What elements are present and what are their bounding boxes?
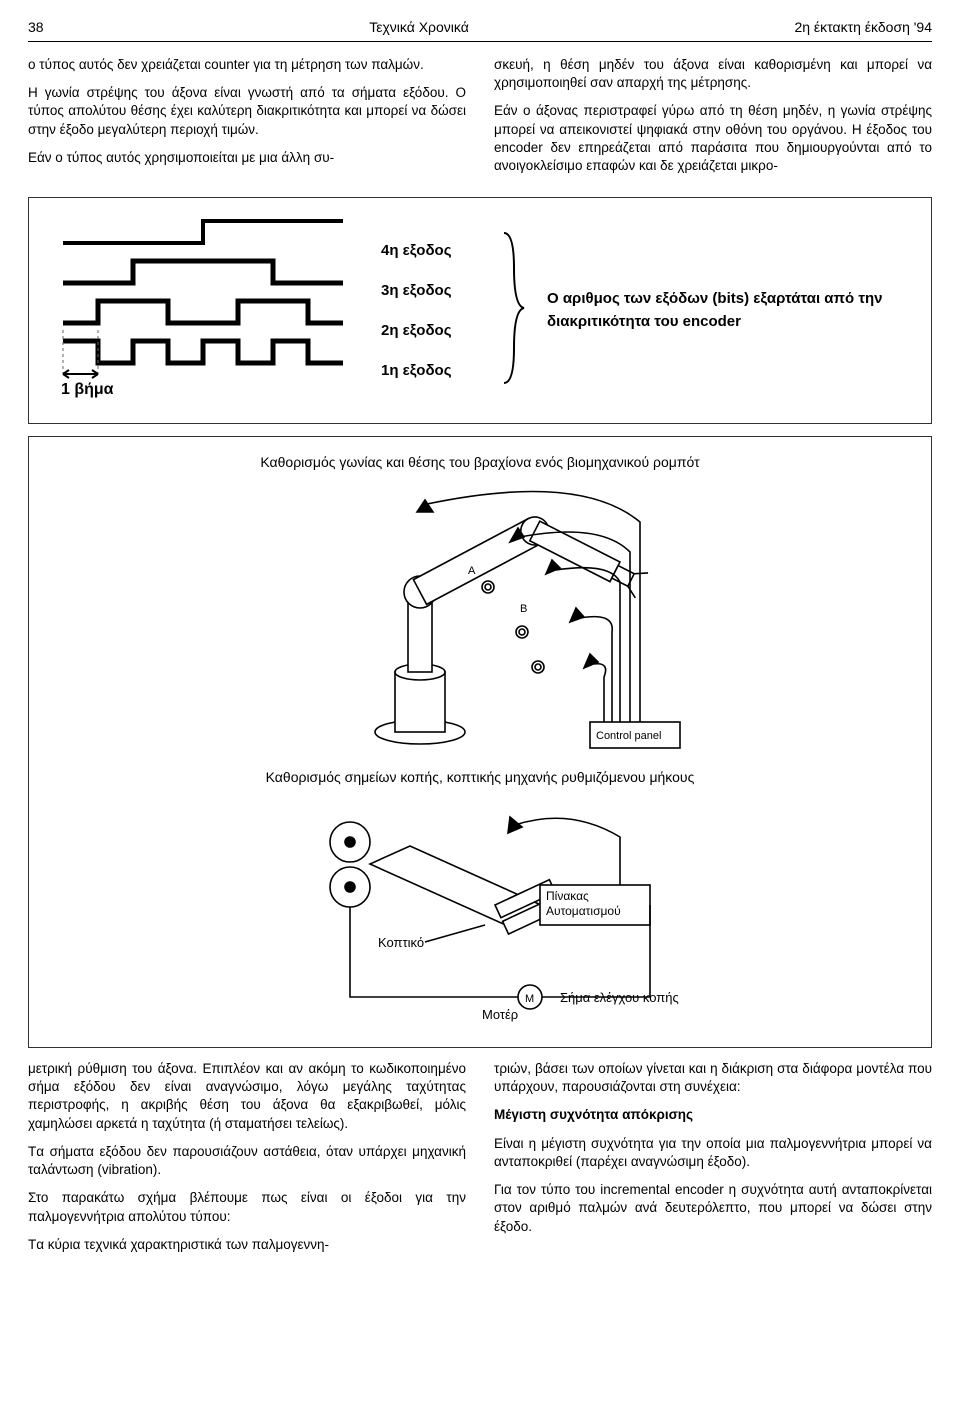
wave-label: 2η εξοδος xyxy=(381,311,481,351)
robot-arm-svg: A B Control panel xyxy=(220,482,740,762)
body-paragraph: Εάν ο άξονας περιστραφεί γύρω από τη θέσ… xyxy=(494,102,932,175)
bottom-right-column: τριών, βάσει των οποίων γίνεται και η δι… xyxy=(494,1060,932,1264)
wave-label: 4η εξοδος xyxy=(381,231,481,271)
journal-title: Τεχνικά Χρονικά xyxy=(369,18,469,37)
figure2-caption-top: Καθορισμός γωνίας και θέσης του βραχίονα… xyxy=(43,453,917,472)
body-paragraph: ο τύπος αυτός δεν χρειάζεται counter για… xyxy=(28,56,466,74)
bottom-text-block: μετρική ρύθμιση του άξονα. Επιπλέον και … xyxy=(28,1060,932,1264)
top-right-column: σκευή, η θέση μηδέν του άξονα είναι καθο… xyxy=(494,56,932,185)
top-text-block: ο τύπος αυτός δεν χρειάζεται counter για… xyxy=(28,56,932,185)
waveform-labels: 4η εξοδος 3η εξοδος 2η εξοδος 1η εξοδος xyxy=(381,231,481,391)
body-paragraph: Tα κύρια τεχνικά χαρακτηριστικά των παλμ… xyxy=(28,1236,466,1254)
wave-label: 3η εξοδος xyxy=(381,271,481,311)
figure1-side-text: Ο αριθμος των εξόδων (bits) εξαρτάται απ… xyxy=(547,288,917,333)
svg-text:B: B xyxy=(520,603,527,615)
signal-label: Σήμα ελέγχου κοπής xyxy=(560,990,679,1005)
svg-text:1 βήμα: 1 βήμα xyxy=(61,381,114,398)
pinakas-label-2: Αυτοματισμού xyxy=(546,904,621,918)
brace-icon xyxy=(499,228,529,393)
body-paragraph: Για τον τύπο του incremental encoder η σ… xyxy=(494,1181,932,1236)
edition-info: 2η έκτακτη έκδοση '94 xyxy=(794,18,932,37)
bottom-left-column: μετρική ρύθμιση του άξονα. Επιπλέον και … xyxy=(28,1060,466,1264)
figure2-caption-mid: Καθορισμός σημείων κοπής, κοπτικής μηχαν… xyxy=(43,768,917,787)
body-paragraph: μετρική ρύθμιση του άξονα. Επιπλέον και … xyxy=(28,1060,466,1133)
koptiko-label: Κοπτικό xyxy=(378,935,424,950)
top-left-column: ο τύπος αυτός δεν χρειάζεται counter για… xyxy=(28,56,466,185)
wave-label: 1η εξοδος xyxy=(381,351,481,391)
body-paragraph: Η γωνία στρέψης του άξονα είναι γνωστή α… xyxy=(28,84,466,139)
sub-heading: Μέγιστη συχνότητα απόκρισης xyxy=(494,1106,932,1124)
control-panel-label: Control panel xyxy=(596,730,661,742)
figure-applications: Καθορισμός γωνίας και θέσης του βραχίονα… xyxy=(28,436,932,1048)
body-paragraph: Είναι η μέγιστη συχνότητα για την οποία … xyxy=(494,1135,932,1171)
moter-label: Μοτέρ xyxy=(482,1007,518,1022)
page-header: 38 Τεχνικά Χρονικά 2η έκτακτη έκδοση '94 xyxy=(28,18,932,42)
pinakas-label-1: Πίνακας xyxy=(546,889,589,903)
cutting-machine-svg: Κοπτικό Πίνακας Αυτοματισμού M Μοτέρ Σήμ… xyxy=(220,797,740,1037)
page-number: 38 xyxy=(28,18,44,37)
body-paragraph: Tα σήματα εξόδου δεν παρουσιάζουν αστάθε… xyxy=(28,1143,466,1179)
body-paragraph: Στο παρακάτω σχήμα βλέπουμε πως είναι οι… xyxy=(28,1189,466,1225)
waveform-svg-container: 1 βήμα xyxy=(43,208,363,413)
motor-symbol: M xyxy=(525,993,534,1005)
waveform-svg: 1 βήμα xyxy=(43,208,363,413)
figure-waveforms: 1 βήμα 4η εξοδος 3η εξοδος 2η εξοδος 1η … xyxy=(28,197,932,424)
body-paragraph: Εάν ο τύπος αυτός χρησιμοποιείται με μια… xyxy=(28,149,466,167)
body-paragraph: τριών, βάσει των οποίων γίνεται και η δι… xyxy=(494,1060,932,1096)
body-paragraph: σκευή, η θέση μηδέν του άξονα είναι καθο… xyxy=(494,56,932,92)
svg-text:A: A xyxy=(468,565,476,577)
